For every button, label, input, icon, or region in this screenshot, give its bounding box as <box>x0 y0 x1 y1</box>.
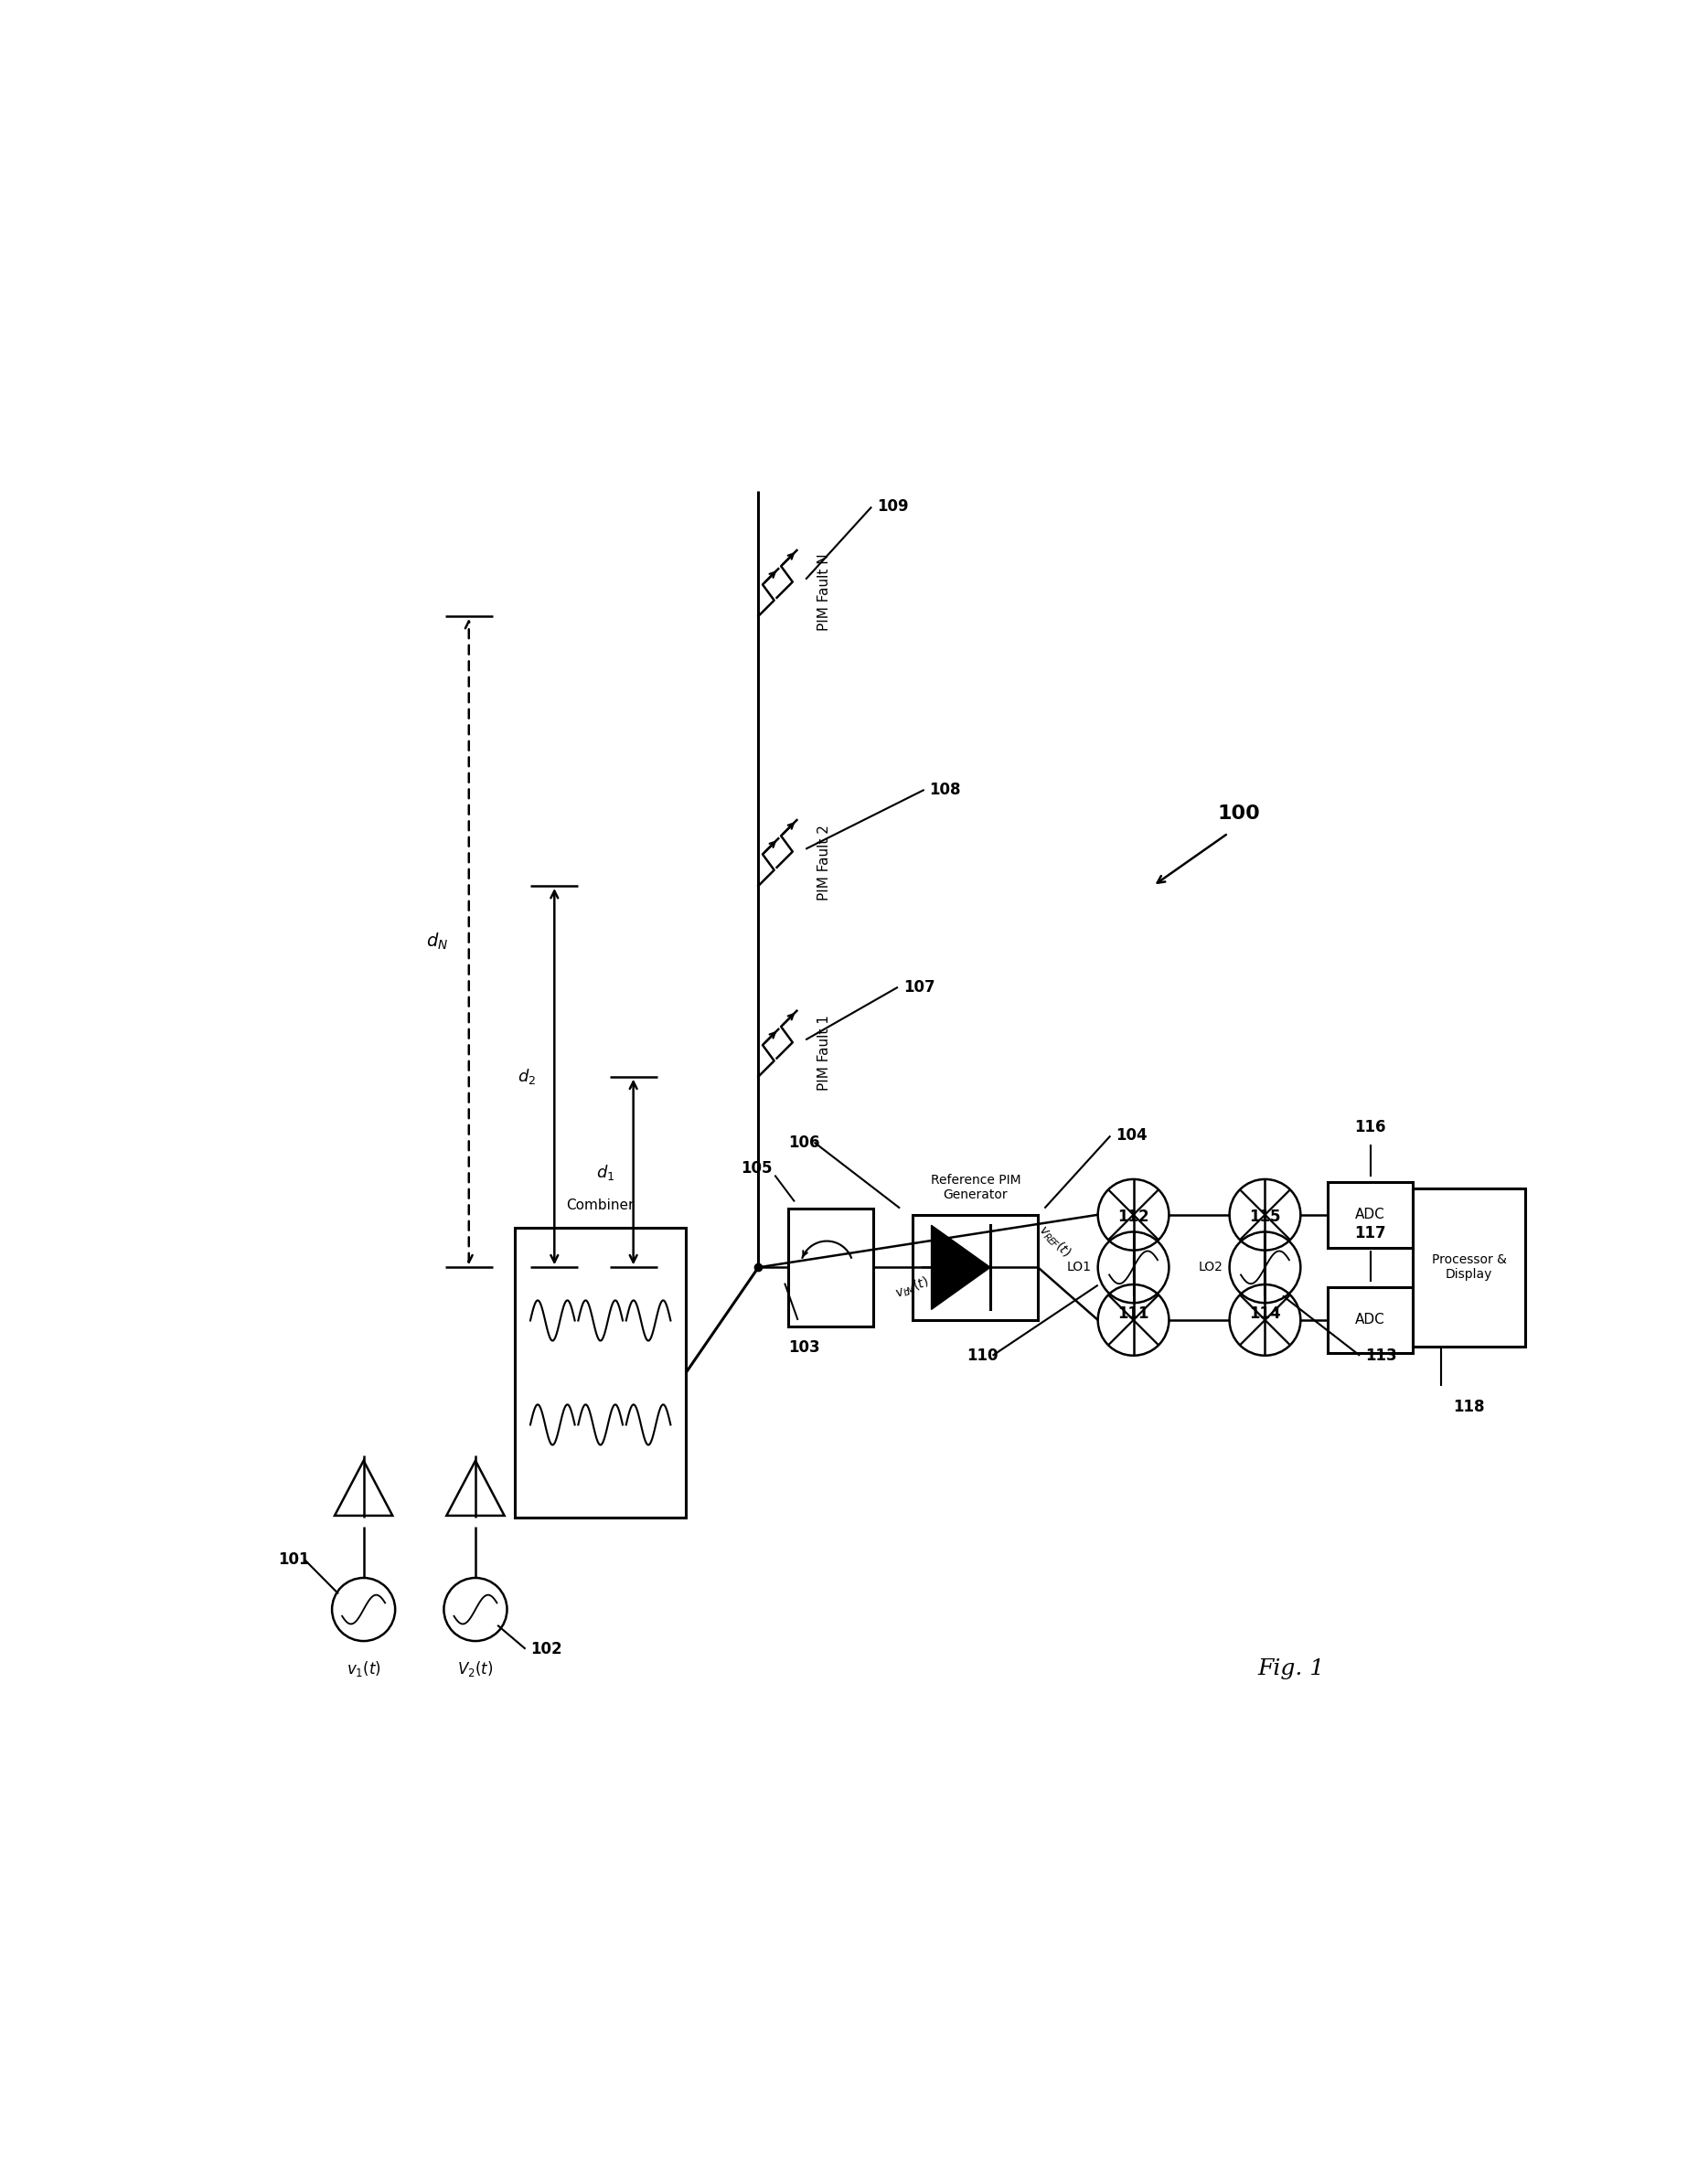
Bar <box>914 1214 1037 1319</box>
Text: 115: 115 <box>1250 1208 1280 1225</box>
Text: 100: 100 <box>1217 804 1260 823</box>
Text: ADC: ADC <box>1355 1208 1386 1221</box>
Text: 110: 110 <box>966 1348 998 1363</box>
Text: 103: 103 <box>788 1339 820 1356</box>
Text: ADC: ADC <box>1355 1313 1386 1328</box>
Text: $d_2$: $d_2$ <box>518 1068 537 1085</box>
Text: LO2: LO2 <box>1199 1260 1223 1273</box>
Text: $d_1$: $d_1$ <box>596 1162 615 1182</box>
Text: $v_{RE\!F}(t)$: $v_{RE\!F}(t)$ <box>1036 1223 1075 1260</box>
Text: $d_N$: $d_N$ <box>426 933 448 952</box>
Text: PIM Fault N: PIM Fault N <box>818 555 832 631</box>
Text: Reference PIM
Generator: Reference PIM Generator <box>931 1175 1020 1201</box>
Text: 117: 117 <box>1355 1225 1386 1241</box>
Text: 118: 118 <box>1453 1400 1484 1415</box>
Text: 113: 113 <box>1365 1348 1397 1363</box>
Text: 111: 111 <box>1117 1306 1150 1321</box>
Bar <box>1413 1188 1525 1345</box>
Text: $V_2(t)$: $V_2(t)$ <box>457 1660 494 1679</box>
Bar <box>514 1227 686 1518</box>
Text: Processor &
Display: Processor & Display <box>1431 1254 1506 1282</box>
Text: 109: 109 <box>876 498 908 515</box>
Text: Combiner: Combiner <box>567 1199 635 1212</box>
Text: 105: 105 <box>740 1160 773 1177</box>
Polygon shape <box>931 1225 990 1310</box>
Text: 101: 101 <box>278 1551 309 1568</box>
Text: Fig. 1: Fig. 1 <box>1258 1658 1324 1679</box>
Text: 106: 106 <box>788 1133 820 1151</box>
Text: $v_{b\!M}(t)$: $v_{b\!M}(t)$ <box>893 1273 932 1302</box>
Text: 102: 102 <box>531 1640 562 1658</box>
Text: LO1: LO1 <box>1066 1260 1092 1273</box>
Text: $v_1(t)$: $v_1(t)$ <box>346 1660 380 1679</box>
Text: PIM Fault 1: PIM Fault 1 <box>818 1016 832 1090</box>
Text: 104: 104 <box>1116 1127 1148 1144</box>
Text: 108: 108 <box>929 782 961 797</box>
Bar <box>1328 1286 1413 1352</box>
Bar <box>1328 1182 1413 1247</box>
Text: 112: 112 <box>1117 1208 1150 1225</box>
Bar <box>788 1208 873 1326</box>
Text: 107: 107 <box>903 978 936 996</box>
Text: 116: 116 <box>1355 1120 1386 1136</box>
Text: PIM Fault 2: PIM Fault 2 <box>818 823 832 900</box>
Text: 114: 114 <box>1250 1306 1280 1321</box>
